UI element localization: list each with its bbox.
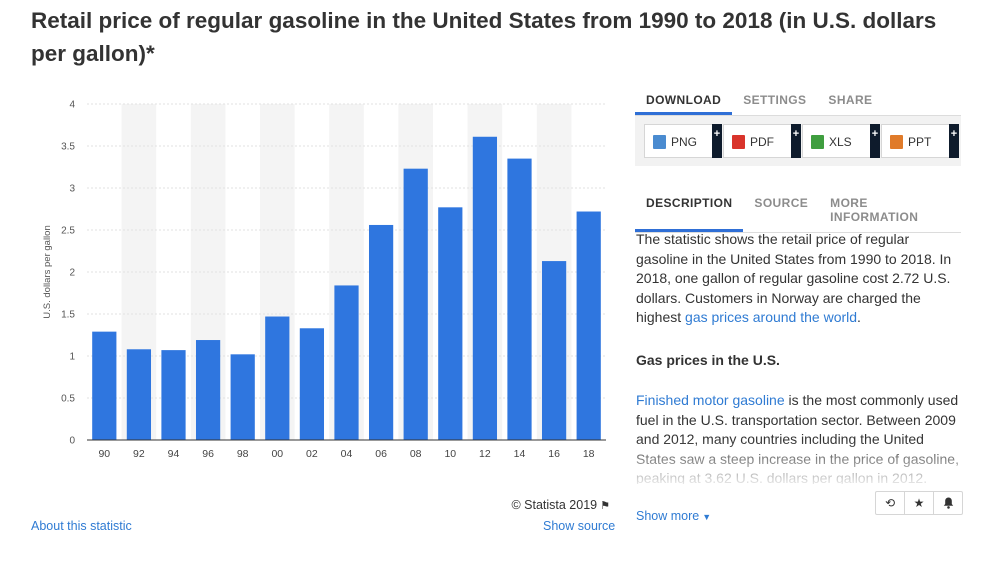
y-tick-label: 4 bbox=[69, 100, 75, 111]
pdf-file-icon bbox=[732, 135, 745, 149]
show-source-link[interactable]: Show source bbox=[543, 519, 616, 533]
x-tick-label: 04 bbox=[341, 448, 353, 460]
y-tick-label: 2 bbox=[69, 268, 75, 279]
x-tick-label: 08 bbox=[410, 448, 422, 460]
bar bbox=[576, 211, 601, 440]
tab-download[interactable]: DOWNLOAD bbox=[635, 93, 733, 115]
ppt-file-icon bbox=[890, 135, 903, 149]
x-tick-label: 94 bbox=[168, 448, 180, 460]
bar bbox=[403, 168, 428, 440]
y-tick-label: 0.5 bbox=[61, 394, 75, 405]
download-xls-button[interactable]: XLS + bbox=[802, 124, 880, 158]
download-tabs: DOWNLOAD SETTINGS SHARE bbox=[635, 93, 961, 116]
description-body: The statistic shows the retail price of … bbox=[636, 231, 952, 325]
y-tick-label: 2.5 bbox=[61, 226, 75, 237]
download-ppt-button[interactable]: PPT + bbox=[881, 124, 959, 158]
caret-down-icon: ▼ bbox=[702, 512, 712, 522]
xls-file-icon bbox=[811, 135, 824, 149]
x-tick-label: 18 bbox=[583, 448, 595, 460]
x-tick-label: 98 bbox=[237, 448, 249, 460]
chart-actions: ⟲ ★ bbox=[875, 491, 963, 515]
bar bbox=[92, 331, 117, 440]
show-more-label: Show more bbox=[636, 509, 700, 523]
gas-prices-link[interactable]: gas prices around the world bbox=[685, 309, 858, 325]
x-tick-label: 92 bbox=[133, 448, 145, 460]
x-tick-label: 06 bbox=[375, 448, 387, 460]
section-heading: Gas prices in the U.S. bbox=[636, 352, 780, 368]
tab-more-information[interactable]: MORE INFORMATION bbox=[830, 196, 919, 224]
y-tick-label: 0 bbox=[69, 436, 75, 447]
plus-icon[interactable]: + bbox=[870, 124, 880, 158]
star-icon[interactable]: ★ bbox=[904, 492, 933, 514]
bell-icon[interactable] bbox=[933, 492, 962, 514]
about-statistic-link[interactable]: About this statistic bbox=[31, 519, 132, 533]
bar bbox=[438, 207, 463, 440]
tab-settings[interactable]: SETTINGS bbox=[743, 93, 807, 107]
x-tick-label: 90 bbox=[98, 448, 110, 460]
bar bbox=[265, 316, 290, 440]
y-axis-label: U.S. dollars per gallon bbox=[42, 225, 53, 318]
history-icon[interactable]: ⟲ bbox=[884, 496, 896, 510]
credit-text: © Statista 2019 bbox=[511, 498, 598, 512]
bar bbox=[230, 354, 255, 440]
y-tick-label: 3.5 bbox=[61, 142, 75, 153]
x-tick-label: 02 bbox=[306, 448, 318, 460]
x-tick-label: 12 bbox=[479, 448, 491, 460]
download-pdf-label: PDF bbox=[750, 135, 774, 149]
bar bbox=[161, 350, 186, 440]
text-fade bbox=[630, 440, 970, 486]
x-tick-label: 10 bbox=[444, 448, 456, 460]
y-tick-label: 1.5 bbox=[61, 310, 75, 321]
plus-icon[interactable]: + bbox=[712, 124, 722, 158]
page-title: Retail price of regular gasoline in the … bbox=[31, 8, 937, 66]
plus-icon[interactable]: + bbox=[949, 124, 959, 158]
bar bbox=[507, 158, 532, 440]
tab-source[interactable]: SOURCE bbox=[754, 196, 809, 210]
bar bbox=[126, 349, 152, 440]
download-xls-label: XLS bbox=[829, 135, 852, 149]
download-bar: PNG + PDF + XLS + PPT + bbox=[635, 116, 961, 166]
download-png-button[interactable]: PNG + bbox=[644, 124, 722, 158]
download-png-label: PNG bbox=[671, 135, 698, 149]
bar bbox=[541, 261, 567, 440]
bar-chart: 0 0.5 1 1.5 2 2.5 3 3.5 4 90 92 94 96 98 00 02 04 06 08 10 1… bbox=[42, 100, 606, 460]
plus-icon[interactable]: + bbox=[791, 124, 801, 158]
bar bbox=[472, 136, 498, 440]
y-tick-label: 1 bbox=[69, 352, 75, 363]
x-tick-label: 16 bbox=[548, 448, 560, 460]
tab-description[interactable]: DESCRIPTION bbox=[635, 196, 744, 232]
download-ppt-label: PPT bbox=[908, 135, 932, 149]
description-text: The statistic shows the retail price of … bbox=[636, 230, 962, 328]
x-tick-label: 96 bbox=[202, 448, 214, 460]
show-more-button[interactable]: Show more ▼ bbox=[636, 509, 711, 523]
description-end: . bbox=[857, 309, 861, 325]
info-tabs: DESCRIPTION SOURCE MORE INFORMATION bbox=[635, 196, 961, 233]
statista-credit: © Statista 2019 ⚑ bbox=[480, 498, 610, 512]
bar bbox=[195, 340, 221, 440]
bar bbox=[334, 285, 359, 440]
finished-motor-gasoline-link[interactable]: Finished motor gasoline bbox=[636, 392, 785, 408]
flag-icon[interactable]: ⚑ bbox=[600, 500, 610, 512]
x-tick-label: 14 bbox=[514, 448, 526, 460]
download-pdf-button[interactable]: PDF + bbox=[723, 124, 801, 158]
bar bbox=[299, 328, 325, 440]
y-tick-label: 3 bbox=[69, 184, 75, 195]
tab-share[interactable]: SHARE bbox=[828, 93, 873, 107]
png-file-icon bbox=[653, 135, 666, 149]
x-tick-label: 00 bbox=[271, 448, 283, 460]
bar bbox=[368, 224, 394, 440]
